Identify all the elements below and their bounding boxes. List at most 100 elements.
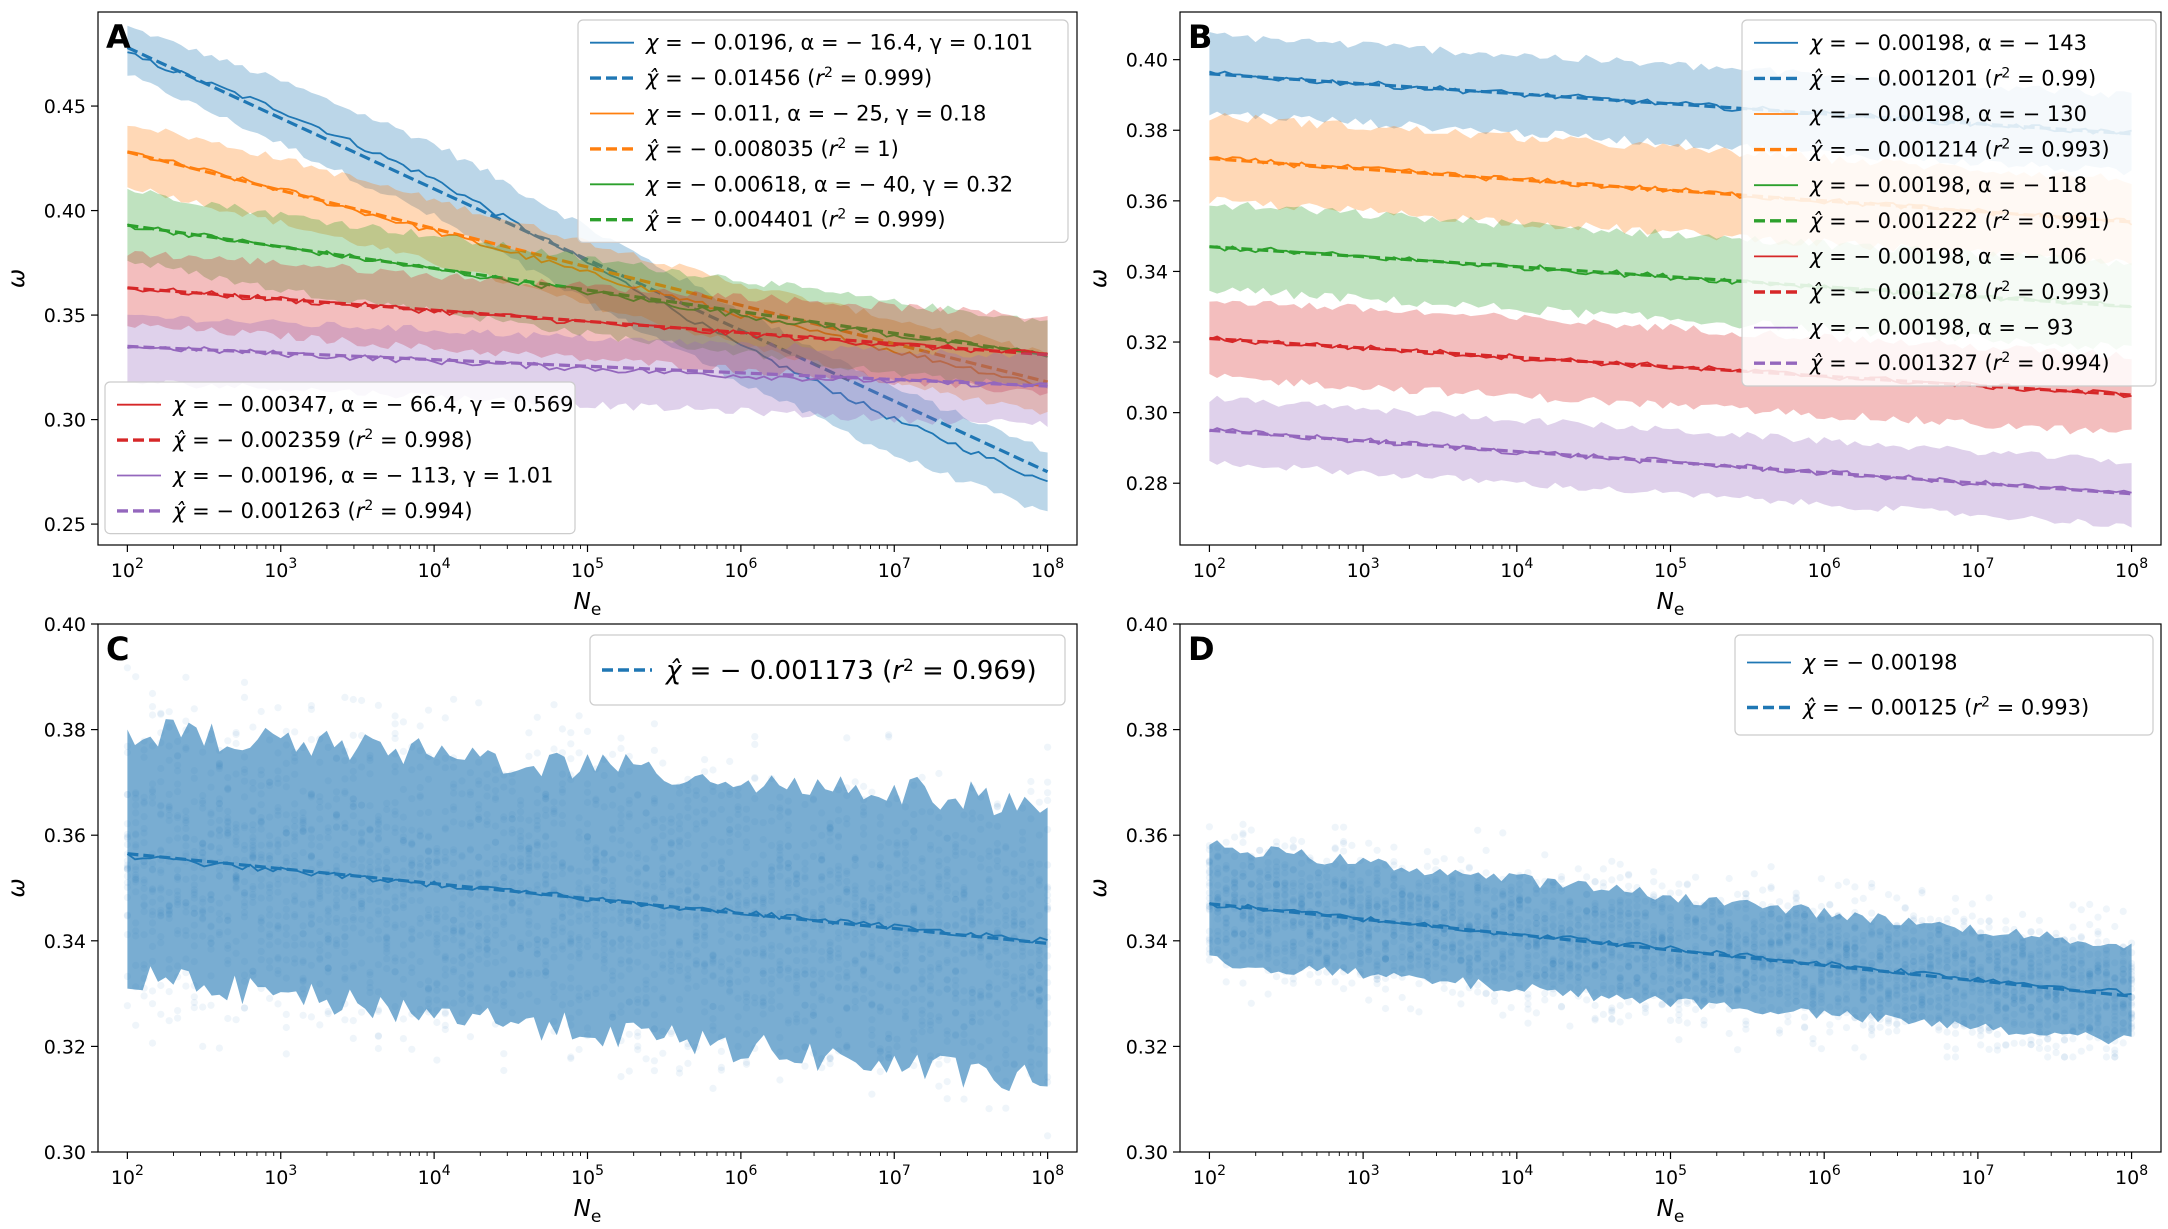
x-tick-label: 108 (1031, 556, 1064, 582)
y-tick-label: 0.32 (1126, 332, 1168, 354)
scatter-point (408, 1045, 416, 1053)
scatter-point (374, 1044, 382, 1053)
scatter-point (742, 1060, 751, 1068)
scatter-point (1457, 990, 1465, 998)
scatter-point (1272, 838, 1281, 846)
scatter-point (993, 803, 1002, 811)
scatter-point (307, 1013, 315, 1021)
scatter-point (1641, 1004, 1649, 1013)
y-tick-label: 0.32 (44, 1036, 86, 1058)
scatter-point (918, 773, 926, 782)
scatter-point (416, 722, 424, 730)
scatter-point (717, 1063, 726, 1071)
scatter-point (550, 701, 558, 709)
scatter-point (575, 1045, 583, 1054)
scatter-point (1742, 890, 1750, 898)
y-tick-label: 0.25 (44, 514, 86, 536)
legend-entry: χ = − 0.00198, α = − 93 (1754, 316, 2074, 340)
scatter-point (1239, 831, 1247, 839)
scatter-point (533, 749, 541, 757)
scatter-point (1474, 826, 1482, 834)
scatter-point (1574, 865, 1582, 873)
y-tick-label: 0.28 (1126, 473, 1168, 495)
y-tick-label: 0.40 (44, 201, 86, 223)
scatter-point (1675, 1000, 1683, 1008)
legend-label: χ̂ = − 0.008035 (r2 = 1) (645, 136, 899, 161)
scatter-point (500, 1050, 508, 1058)
scatter-point (1340, 823, 1348, 831)
scatter-point (1205, 823, 1213, 831)
legend-entry: χ̂ = − 0.008035 (r2 = 1) (590, 136, 899, 161)
scatter-point (843, 734, 851, 742)
scatter-point (148, 689, 157, 698)
legend-label: χ̂ = − 0.001263 (r2 = 0.994) (172, 498, 473, 523)
x-axis-label: Ne (1657, 589, 1685, 620)
scatter-point (1742, 890, 1750, 898)
scatter-point (1641, 1002, 1649, 1010)
legend-entry: χ̂ = − 0.01456 (r2 = 0.999) (590, 65, 932, 90)
scatter-point (1608, 876, 1616, 884)
scatter-point (558, 749, 567, 757)
scatter-point (1692, 873, 1700, 881)
scatter-point (1692, 1005, 1700, 1014)
scatter-point (1666, 1016, 1675, 1024)
scatter-point (1239, 838, 1247, 847)
scatter-point (525, 729, 533, 737)
plot-area (123, 664, 1052, 1140)
scatter-point (1306, 971, 1314, 979)
scatter-point (993, 802, 1002, 810)
scatter-point (1625, 1012, 1633, 1020)
scatter-point (659, 759, 667, 767)
scatter-point (1289, 975, 1297, 983)
scatter-point (826, 1055, 834, 1063)
y-axis-label: ω (4, 878, 30, 897)
legend-entry: χ̂ = − 0.001214 (r2 = 0.993) (1754, 137, 2110, 162)
scatter-point (232, 730, 240, 739)
scatter-point (709, 766, 717, 774)
scatter-point (274, 704, 282, 712)
scatter-point (1044, 789, 1052, 797)
scatter-point (148, 987, 157, 995)
scatter-point (174, 1014, 182, 1022)
scatter-point (1499, 829, 1507, 837)
scatter-point (617, 734, 625, 742)
scatter-point (1566, 1022, 1574, 1030)
x-tick-label: 108 (1031, 1163, 1064, 1189)
scatter-point (1027, 777, 1035, 786)
scatter-point (1239, 820, 1247, 829)
scatter-point (650, 746, 659, 755)
scatter-point (1465, 863, 1473, 871)
scatter-point (1457, 1000, 1465, 1008)
scatter-point (1340, 839, 1348, 848)
y-tick-label: 0.30 (44, 410, 86, 432)
scatter-point (1289, 979, 1297, 987)
scatter-point (1734, 1046, 1742, 1054)
x-tick-label: 102 (111, 556, 144, 582)
scatter-point (667, 1028, 675, 1036)
scatter-point (1675, 880, 1683, 888)
scatter-point (533, 713, 541, 721)
scatter-point (349, 1034, 357, 1042)
legend-label: χ = − 0.00198, α = − 143 (1809, 31, 2087, 55)
legend-entry: χ = − 0.00347, α = − 66.4, γ = 0.569 (117, 393, 574, 417)
x-tick-label: 104 (418, 1163, 451, 1189)
scatter-point (1222, 978, 1230, 986)
confidence-band (1209, 300, 2132, 435)
scatter-point (1381, 985, 1390, 993)
scatter-point (667, 1030, 675, 1038)
scatter-point (1365, 839, 1373, 847)
legend-entry: χ̂ = − 0.004401 (r2 = 0.999) (590, 207, 946, 232)
y-tick-label: 0.36 (1126, 191, 1168, 213)
scatter-point (1675, 1005, 1683, 1014)
scatter-point (1281, 977, 1289, 985)
scatter-point (374, 1032, 382, 1040)
y-tick-label: 0.40 (1126, 50, 1168, 72)
fit-line (126, 46, 1049, 474)
scatter-point (1482, 869, 1490, 877)
legend-label: χ = − 0.00618, α = − 40, γ = 0.32 (645, 172, 1013, 196)
scatter-point (650, 1057, 659, 1065)
scatter-point (659, 1049, 667, 1057)
scatter-point (993, 800, 1002, 808)
y-tick-label: 0.34 (1126, 261, 1168, 283)
scatter-point (1557, 1003, 1566, 1011)
